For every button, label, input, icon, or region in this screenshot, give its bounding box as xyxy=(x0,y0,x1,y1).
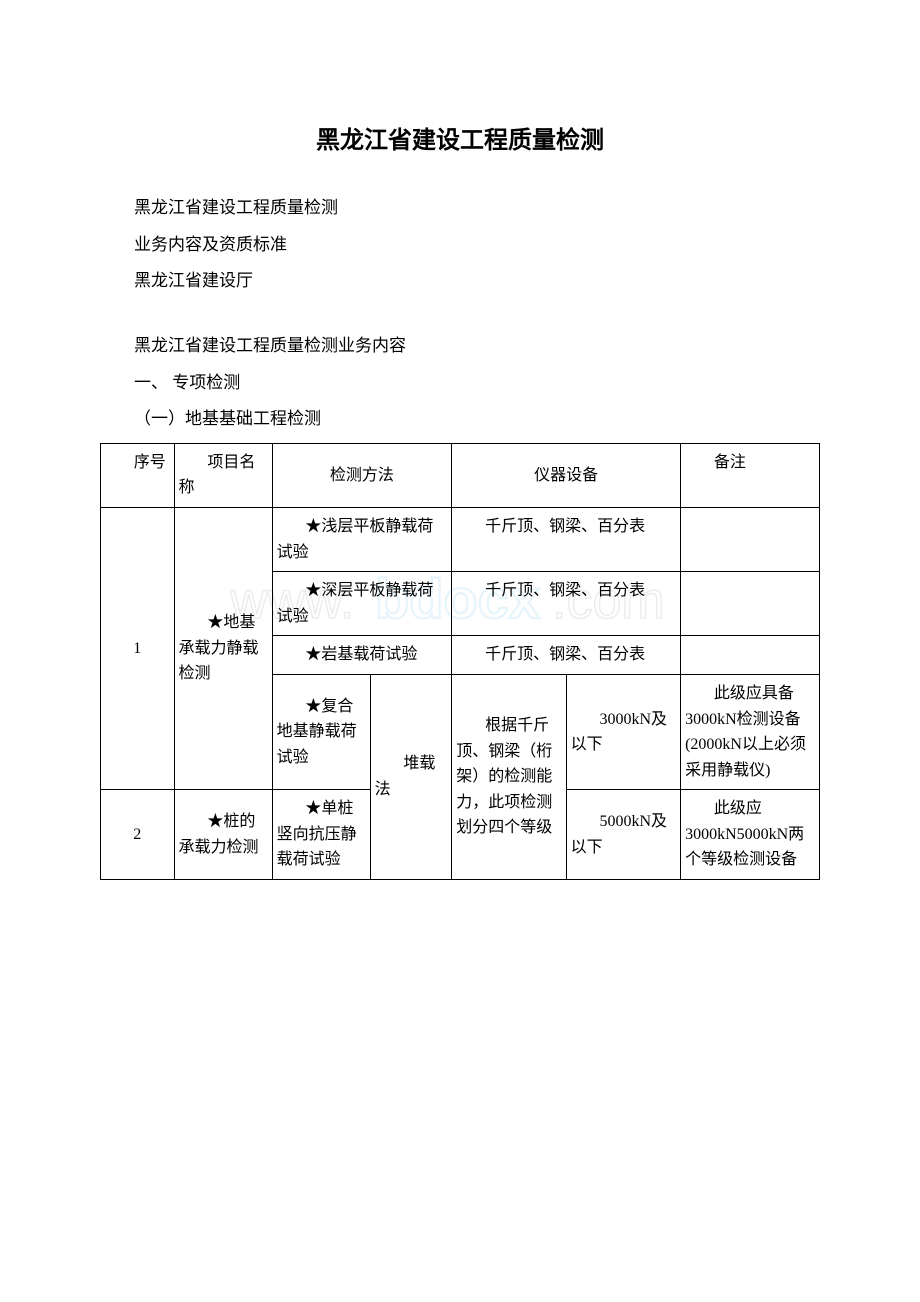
cell-equipment-a: 根据千斤顶、钢梁（桁架）的检测能力，此项检测划分四个等级 xyxy=(452,674,566,879)
cell-remark xyxy=(681,572,820,636)
paragraph: 黑龙江省建设厅 xyxy=(100,266,820,297)
cell-remark: 此级应3000kN5000kN两个等级检测设备 xyxy=(681,790,820,880)
cell-equipment: 千斤顶、钢梁、百分表 xyxy=(452,507,681,571)
cell-method-a: ★单桩竖向抗压静载荷试验 xyxy=(272,790,370,880)
cell-remark xyxy=(681,507,820,571)
document-title: 黑龙江省建设工程质量检测 xyxy=(100,120,820,163)
cell-method: ★深层平板静载荷试验 xyxy=(272,572,452,636)
cell-seq: 2 xyxy=(101,790,175,880)
cell-remark xyxy=(681,636,820,675)
paragraph: 黑龙江省建设工程质量检测 xyxy=(100,193,820,224)
cell-equipment: 千斤顶、钢梁、百分表 xyxy=(452,572,681,636)
header-method: 检测方法 xyxy=(272,443,452,507)
cell-remark: 此级应具备3000kN检测设备(2000kN以上必须采用静载仪) xyxy=(681,674,820,789)
cell-equipment-b: 5000kN及以下 xyxy=(566,790,680,880)
cell-method-a: ★复合地基静载荷试验 xyxy=(272,674,370,789)
cell-equipment: 千斤顶、钢梁、百分表 xyxy=(452,636,681,675)
inspection-table: 序号 项目名称 检测方法 仪器设备 备注 1 ★地基承载力静载检测 ★浅层平板静… xyxy=(100,443,820,880)
header-seq: 序号 xyxy=(101,443,175,507)
cell-seq: 1 xyxy=(101,507,175,789)
cell-equipment-b: 3000kN及以下 xyxy=(566,674,680,789)
cell-name: ★地基承载力静载检测 xyxy=(174,507,272,789)
paragraph: （一）地基基础工程检测 xyxy=(100,404,820,435)
paragraph: 一、 专项检测 xyxy=(100,368,820,399)
cell-method: ★浅层平板静载荷试验 xyxy=(272,507,452,571)
paragraph: 黑龙江省建设工程质量检测业务内容 xyxy=(100,331,820,362)
table-row: 1 ★地基承载力静载检测 ★浅层平板静载荷试验 千斤顶、钢梁、百分表 xyxy=(101,507,820,571)
header-remark: 备注 xyxy=(681,443,820,507)
cell-method-b: 堆载法 xyxy=(370,674,452,879)
cell-name: ★桩的承载力检测 xyxy=(174,790,272,880)
header-name: 项目名称 xyxy=(174,443,272,507)
paragraph: 业务内容及资质标准 xyxy=(100,230,820,261)
cell-method: ★岩基载荷试验 xyxy=(272,636,452,675)
header-equipment: 仪器设备 xyxy=(452,443,681,507)
table-header-row: 序号 项目名称 检测方法 仪器设备 备注 xyxy=(101,443,820,507)
